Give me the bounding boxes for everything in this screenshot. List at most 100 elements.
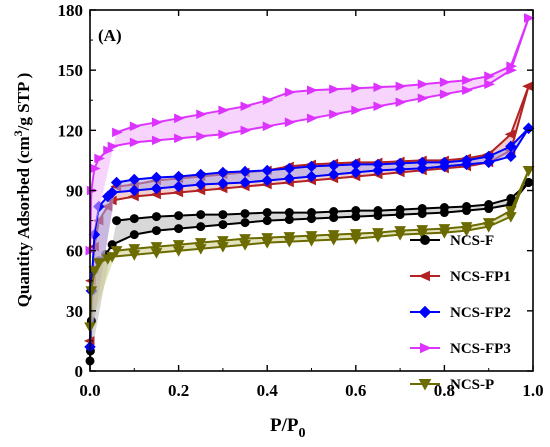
data-point	[506, 194, 516, 204]
y-axis-label: Quantity Adsorbed (cm3/g STP )	[11, 73, 33, 308]
x-tick-label: 1.0	[522, 381, 543, 400]
legend-item: NCS-FP3	[410, 341, 511, 357]
data-point	[482, 218, 495, 229]
data-point	[151, 117, 163, 128]
legend-label: NCS-P	[450, 377, 494, 393]
data-point	[504, 129, 516, 140]
data-point	[373, 101, 385, 112]
legend-marker	[420, 342, 432, 354]
data-point	[522, 165, 535, 177]
data-point	[329, 109, 340, 120]
data-point	[106, 186, 118, 199]
data-point	[395, 81, 407, 91]
data-point	[110, 176, 123, 189]
data-point	[151, 135, 163, 146]
legend-label: NCS-FP1	[450, 269, 511, 285]
data-point	[307, 85, 318, 95]
data-point	[372, 228, 384, 239]
data-point	[218, 210, 228, 220]
y-tick-label: 0	[75, 362, 84, 381]
legend: NCS-F NCS-FP1 NCS-FP2 NCS-FP3 NCS-P	[410, 233, 511, 393]
data-point	[239, 234, 251, 245]
data-point	[240, 209, 250, 219]
y-tick-label: 150	[58, 61, 84, 80]
data-point	[394, 226, 406, 237]
data-point	[194, 238, 207, 249]
legend-item: NCS-FP1	[410, 269, 511, 285]
data-point	[307, 208, 316, 218]
data-point	[505, 140, 517, 153]
data-point	[195, 178, 207, 191]
y-axis-label-prefix: Quantity Adsorbed (cm	[14, 136, 33, 307]
data-point	[151, 226, 161, 236]
data-point	[416, 225, 429, 236]
data-point	[482, 156, 495, 169]
data-point	[217, 166, 229, 179]
data-point	[283, 172, 296, 185]
data-point	[305, 170, 318, 183]
data-point	[218, 129, 230, 140]
y-tick-label: 90	[66, 182, 83, 201]
y-axis-label-sup: 3	[11, 130, 25, 136]
series-ncs-p	[84, 165, 535, 333]
data-point	[372, 158, 384, 171]
data-point	[196, 131, 207, 142]
data-point	[174, 224, 184, 234]
legend-marker	[418, 379, 432, 391]
data-point	[261, 174, 273, 187]
data-point	[283, 162, 296, 175]
data-point	[484, 71, 495, 81]
data-point	[505, 150, 517, 163]
data-point	[129, 137, 141, 148]
hysteresis-band	[90, 18, 529, 251]
data-point	[240, 101, 252, 112]
data-point	[462, 202, 472, 212]
data-point	[327, 159, 340, 172]
data-point	[284, 117, 296, 128]
y-tick-label: 30	[66, 302, 83, 321]
data-point	[462, 85, 473, 95]
data-point	[88, 266, 101, 277]
legend-item: NCS-P	[410, 377, 494, 393]
data-point	[240, 218, 250, 228]
data-point	[218, 220, 228, 230]
data-point	[174, 113, 185, 124]
legend-label: NCS-FP3	[450, 341, 511, 357]
data-point	[283, 232, 296, 243]
data-point	[460, 154, 473, 167]
data-point	[439, 77, 451, 87]
data-point	[284, 208, 294, 218]
data-point	[438, 224, 451, 235]
y-tick-label: 60	[66, 242, 83, 261]
data-point	[174, 211, 184, 221]
data-point	[150, 171, 163, 184]
data-point	[351, 83, 363, 93]
data-point	[261, 164, 273, 177]
legend-item: NCS-FP2	[410, 305, 511, 321]
data-point	[394, 157, 406, 170]
data-point	[307, 113, 318, 124]
series-layer	[83, 13, 535, 366]
data-point	[150, 242, 163, 253]
data-point	[240, 125, 252, 136]
data-point	[261, 233, 274, 244]
data-point	[329, 207, 339, 217]
data-point	[417, 204, 427, 214]
data-point	[129, 121, 141, 132]
data-point	[351, 105, 363, 116]
x-tick-label: 0.2	[168, 381, 189, 400]
data-point	[394, 163, 406, 176]
data-point	[262, 208, 272, 218]
data-point	[128, 173, 141, 186]
data-point	[460, 222, 473, 233]
data-point	[327, 168, 340, 181]
data-point	[262, 121, 274, 132]
x-axis-label-sub: 0	[299, 426, 306, 441]
x-axis-label-main: P/P	[270, 415, 299, 436]
y-axis-label-suffix: /g STP )	[14, 73, 33, 132]
data-point	[351, 206, 361, 216]
data-point	[329, 84, 340, 94]
data-point	[150, 182, 163, 195]
data-point	[484, 200, 494, 210]
